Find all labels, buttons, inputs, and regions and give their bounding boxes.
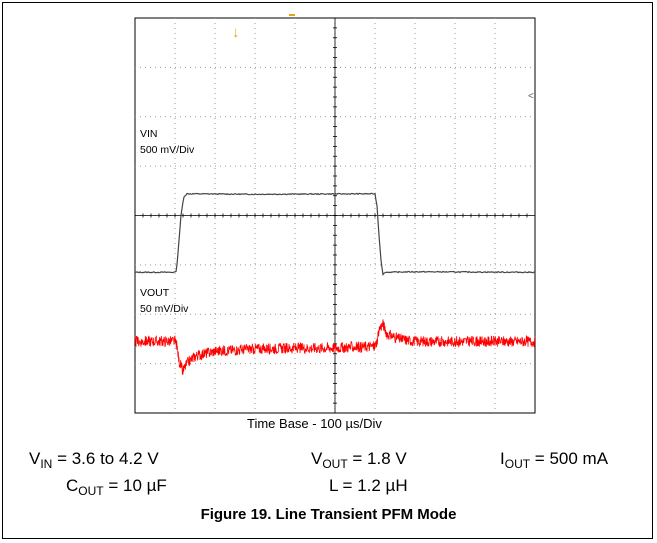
vin-subscript: IN (40, 457, 53, 471)
vout-subscript: OUT (322, 457, 348, 471)
iout-value: = 500 mA (530, 449, 609, 468)
vout-channel-name: VOUT (140, 287, 170, 299)
figure-frame: ↓ < VIN 500 mV/Div VOUT 50 mV/Div Time B… (2, 2, 653, 539)
cout-symbol: C (66, 476, 79, 495)
vin-channel-scale: 500 mV/Div (140, 144, 195, 156)
trace-vin (134, 192, 536, 276)
vout-channel-scale: 50 mV/Div (140, 303, 189, 315)
vin-value: = 3.6 to 4.2 V (52, 449, 159, 468)
vin-ref-marker: < (528, 91, 534, 102)
vin-symbol: V (29, 449, 41, 468)
grid (134, 17, 536, 414)
trigger-top-tick (289, 14, 295, 16)
cout-subscript: OUT (78, 484, 104, 498)
vin-channel-name: VIN (140, 128, 158, 140)
cout-value: = 10 µF (103, 476, 167, 495)
trigger-marker: ↓ (232, 14, 295, 41)
iout-symbol: I (500, 449, 505, 468)
trace-vout (134, 319, 536, 375)
condition-cout: COUT = 10 µF (66, 476, 167, 498)
condition-vin: VIN = 3.6 to 4.2 V (29, 449, 159, 471)
oscilloscope-plot: ↓ < VIN 500 mV/Div VOUT 50 mV/Div (134, 14, 536, 414)
condition-vout: VOUT = 1.8 V (311, 449, 407, 471)
traces (134, 192, 536, 375)
vout-value: = 1.8 V (347, 449, 407, 468)
figure-caption: Figure 19. Line Transient PFM Mode (200, 506, 457, 523)
x-axis-label: Time Base - 100 µs/Div (247, 416, 382, 431)
trigger-icon: ↓ (232, 24, 240, 41)
condition-iout: IOUT = 500 mA (500, 449, 609, 471)
iout-subscript: OUT (504, 457, 531, 471)
vout-symbol: V (311, 449, 323, 468)
condition-inductor: L = 1.2 µH (329, 476, 408, 495)
